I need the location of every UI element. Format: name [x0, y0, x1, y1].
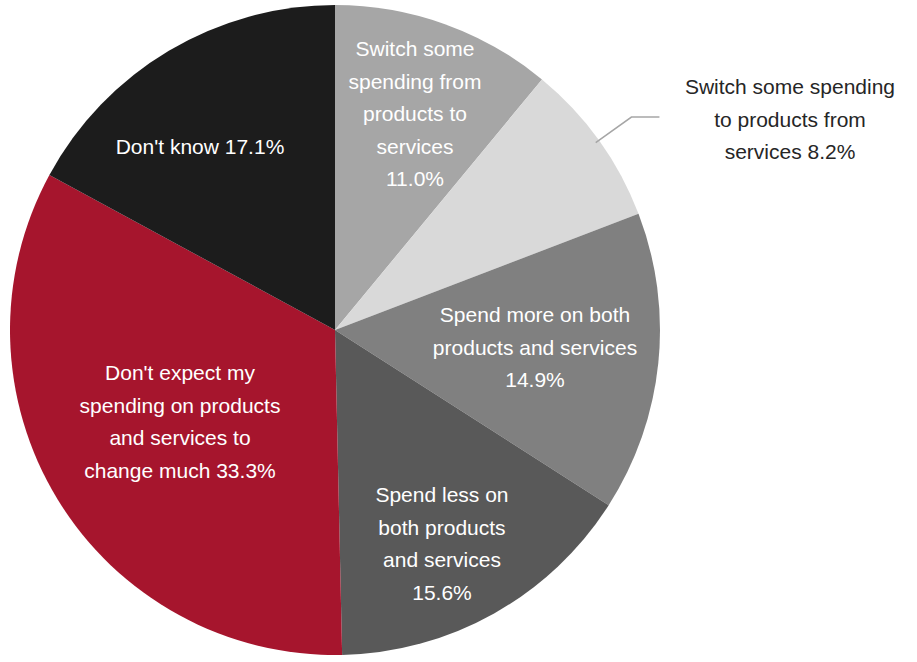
- slice-label: Don't expect myspending on productsand s…: [80, 361, 281, 482]
- labels: Switch somespending fromproducts toservi…: [80, 37, 895, 604]
- leader-line: [596, 117, 660, 143]
- chart: Switch somespending fromproducts toservi…: [0, 0, 917, 662]
- slice-label: Don't know 17.1%: [116, 135, 285, 158]
- value-label: 14.9%: [505, 368, 565, 391]
- slice-label: Switch some spendingto products fromserv…: [685, 75, 895, 163]
- value-label: 15.6%: [412, 581, 472, 604]
- value-label: 11.0%: [386, 167, 444, 190]
- slices: [10, 5, 660, 655]
- value-label: 33.3%: [216, 459, 276, 482]
- value-label: 17.1%: [225, 135, 285, 158]
- slice-label: Spend more on bothproducts and services: [433, 303, 637, 359]
- slice-label: Switch somespending fromproducts toservi…: [348, 37, 481, 158]
- slice-label: Spend less onboth productsand services: [375, 483, 508, 571]
- value-label: 8.2%: [808, 140, 856, 163]
- slice: [335, 330, 609, 655]
- slice: [49, 5, 335, 330]
